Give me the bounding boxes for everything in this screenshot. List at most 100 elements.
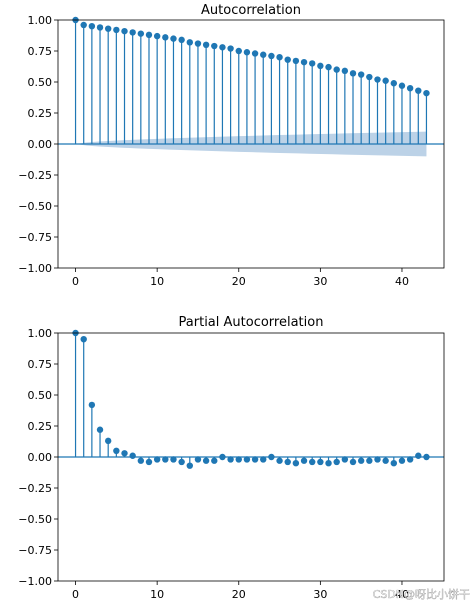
pacf-stem-marker [260,456,267,463]
pacf-stem-marker [382,457,389,464]
acf-stem-marker [162,34,169,41]
acf-stem-marker [309,60,316,67]
pacf-stem-marker [317,458,324,466]
acf-stem-marker [366,73,373,81]
pacf-stem-marker [194,456,202,463]
acf-axes-frame [57,19,445,269]
pacf-stem-marker [186,462,193,469]
pacf-stem-marker [309,458,316,466]
acf-stem-marker [268,52,275,60]
acf-title: Autocorrelation [201,3,301,18]
acf-stem-marker [341,67,349,75]
acf-stem-marker [129,29,136,36]
acf-stem-marker [243,49,251,56]
acf-y-tick-label: −0.75 [18,231,52,244]
pacf-stem-marker [162,456,169,463]
acf-stem-marker [219,44,226,51]
acf-stem-marker [137,30,145,37]
acf-stem-marker [104,25,112,32]
acf-stem-marker [333,66,340,73]
pacf-stem-marker [406,456,414,463]
acf-stem-marker [300,58,308,66]
pacf-stem-marker [374,456,381,463]
acf-stem-marker [121,27,128,35]
pacf-stems [72,329,430,469]
acf-stem-marker [80,21,87,29]
pacf-stem-marker [300,457,308,464]
pacf-y-axis-ticks: 1.00 0.75 0.50 0.25 0.00 −0.25 −0.50 −0.75 −1.00 [18,327,58,588]
pacf-y-tick-label: −0.75 [18,544,52,557]
pacf-stem-marker [137,457,145,464]
pacf-x-tick-label: 20 [232,588,246,601]
acf-y-tick-label: −0.50 [18,200,52,213]
acf-y-tick-label: 1.00 [28,14,53,27]
acf-y-tick-label: −1.00 [18,262,52,275]
acf-y-tick-label: 0.75 [28,45,53,58]
acf-y-tick-label: 0.00 [28,138,53,151]
pacf-plot: Partial Autocorrelation 1.00 0.75 0.50 0.25… [18,315,445,601]
pacf-x-tick-label: 10 [150,588,164,601]
acf-stem-marker [292,57,300,65]
acf-x-tick-label: 20 [232,275,246,288]
acf-y-tick-label: −0.25 [18,169,52,182]
acf-stem-marker [227,45,234,52]
acf-stem-marker [202,41,210,48]
pacf-y-tick-label: 0.00 [28,451,53,464]
acf-stem-marker [178,36,185,44]
pacf-y-tick-label: 0.75 [28,358,53,371]
acf-stem-marker [284,56,291,63]
acf-y-axis-ticks: 1.00 0.75 0.50 0.25 0.00 −0.25 −0.50 −0.75 −1.00 [18,14,58,275]
pacf-stem-marker [235,456,242,463]
pacf-y-tick-label: 0.50 [28,389,53,402]
pacf-stem-marker [276,457,283,464]
acf-stem-marker [382,77,389,84]
pacf-stem-marker [366,457,373,464]
acf-stem-marker [390,80,398,87]
acf-stem-marker [194,40,202,47]
acf-stem-marker [406,85,414,92]
pacf-x-axis-ticks: 0 10 20 30 40 [72,581,409,601]
pacf-y-tick-label: −0.50 [18,513,52,526]
acf-x-tick-label: 40 [395,275,409,288]
acf-stem-marker [186,39,193,46]
pacf-stem-marker [113,447,120,454]
pacf-y-tick-label: −1.00 [18,575,52,588]
pacf-stem-marker [202,457,210,464]
pacf-stem-marker [96,426,104,433]
pacf-stem-marker [129,452,136,459]
acf-stem-marker [317,62,324,70]
pacf-y-tick-label: 0.25 [28,420,53,433]
acf-stem-marker [170,35,177,42]
pacf-stem-marker [211,457,218,464]
pacf-stem-marker [398,457,406,464]
acf-plot: Autocorrelation 1.00 0.75 0.50 0.25 0.00 −0.2… [18,3,445,288]
pacf-stem-marker [227,456,234,463]
pacf-stem-marker [88,401,96,409]
acf-x-tick-label: 0 [72,275,79,288]
pacf-stem-marker [390,460,398,467]
pacf-stem-marker [80,336,87,343]
pacf-stem-marker [333,458,340,466]
pacf-stem-marker [153,456,161,463]
pacf-x-tick-label: 40 [395,588,409,601]
pacf-stem-marker [423,453,430,461]
acf-stem-marker [211,42,218,50]
pacf-stem-marker [219,453,226,461]
pacf-stem-marker [243,456,251,463]
pacf-stem-marker [251,456,259,463]
pacf-stem-marker [170,456,177,463]
pacf-stem-marker [145,458,153,466]
watermark-text: CSDN@呀比小饼干 [373,587,470,601]
pacf-x-tick-label: 0 [72,588,79,601]
pacf-stem-marker [104,437,112,445]
acf-stem-marker [349,70,357,77]
pacf-stem-marker [349,458,357,466]
pacf-y-tick-label: −0.25 [18,482,52,495]
acf-x-tick-label: 10 [150,275,164,288]
acf-stem-marker [357,71,365,78]
pacf-stem-marker [357,457,365,464]
acf-stem-marker [325,63,332,71]
acf-stem-marker [251,50,259,57]
pacf-stem-marker [284,458,291,466]
